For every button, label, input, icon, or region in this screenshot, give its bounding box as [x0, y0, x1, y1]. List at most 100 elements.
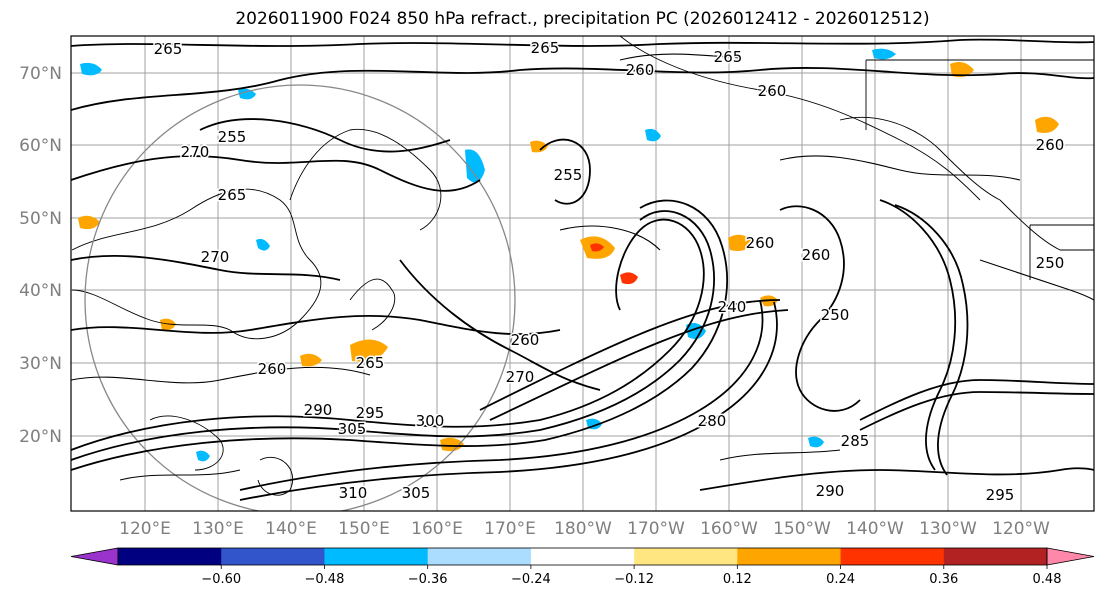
precip-patch [160, 318, 176, 331]
colorbar-tick-label: 0.48 [1033, 572, 1062, 587]
precip-patch [80, 62, 102, 76]
map-panel: 265 265 265 260 260 255 270 260 265 270 255 260 260 2… [19, 35, 1095, 539]
lat-label: 40°N [19, 281, 62, 301]
contour-line [779, 155, 1021, 181]
coastline [619, 36, 981, 201]
contour-labels: 265 265 265 260 260 255 270 260 265 270 255 260 260 2… [152, 38, 1066, 506]
coastline [257, 456, 294, 496]
colorbar-segment [324, 548, 429, 565]
contour-line [489, 309, 789, 421]
map-frame [70, 35, 1095, 512]
precip-patch [590, 243, 604, 252]
contour-label: 285 [841, 432, 870, 450]
contour-label: 265 [714, 48, 743, 66]
colorbar: −0.60 −0.48 −0.36 −0.24 −0.12 0.12 0.24 0.36 0.4… [70, 547, 1095, 587]
lon-label: 160°W [700, 519, 758, 539]
lat-label: 60°N [19, 136, 62, 156]
contour-label: 270 [506, 368, 535, 386]
contour-label: 295 [356, 404, 385, 422]
coastline [839, 116, 1001, 201]
contour-label: 255 [554, 166, 583, 184]
contour-line [559, 225, 661, 251]
contour-line [399, 259, 601, 391]
contour-line [71, 38, 1094, 47]
contour-label: 260 [626, 61, 655, 79]
contour-label: 290 [304, 401, 333, 419]
graticule [71, 36, 1094, 511]
contour-label: 255 [218, 128, 247, 146]
contour-label: 265 [218, 186, 247, 204]
lon-label: 120°E [119, 519, 171, 539]
colorbar-tick-label: −0.48 [305, 572, 345, 587]
precip-patch [808, 436, 824, 448]
coastlines [71, 36, 1094, 496]
lon-label: 140°W [846, 519, 904, 539]
coastline [1029, 224, 1094, 280]
precip-patch [950, 62, 974, 78]
precip-patch [645, 128, 661, 142]
contour-line [71, 366, 371, 384]
contour-line [199, 118, 451, 153]
contour-label: 260 [746, 234, 775, 252]
contour-line [719, 449, 841, 461]
contour-label: 305 [338, 420, 367, 438]
contour-label: 260 [258, 360, 287, 378]
contour-label: 280 [698, 412, 727, 430]
lon-label: 140°E [265, 519, 317, 539]
precip-patch [440, 437, 464, 452]
precip-patch [872, 48, 896, 60]
colorbar-segment [737, 548, 842, 565]
coastline [349, 278, 396, 331]
precip-patch [238, 88, 256, 100]
lon-label: 130°E [192, 519, 244, 539]
precip-patch [1035, 116, 1059, 133]
contour-line [71, 254, 341, 281]
contour-label: 250 [821, 306, 850, 324]
contour-line [239, 299, 764, 491]
contour-label: 295 [986, 486, 1015, 504]
colorbar-tick-label: 0.24 [826, 572, 855, 587]
contour-line [239, 301, 778, 501]
contour-line [71, 314, 561, 335]
lon-label: 130°W [919, 519, 977, 539]
colorbar-segment [118, 548, 222, 565]
precip-patch [300, 353, 322, 367]
colorbar-segment [427, 548, 532, 565]
contour-label: 270 [201, 248, 230, 266]
colorbar-segment [840, 548, 945, 565]
lon-label: 170°E [484, 519, 536, 539]
colorbar-tick-label: 0.12 [723, 572, 752, 587]
lat-label: 30°N [19, 354, 62, 374]
contour-line [699, 467, 1094, 491]
latitude-labels: 70°N 60°N 50°N 40°N 30°N 20°N [19, 64, 62, 447]
lon-label: 170°W [627, 519, 685, 539]
contour-label: 305 [402, 484, 431, 502]
coastline [149, 415, 224, 471]
contour-label: 240 [718, 298, 747, 316]
contour-label: 260 [758, 82, 787, 100]
precip-patch [350, 339, 388, 362]
colorbar-segment [221, 548, 325, 565]
colorbar-tick-label: −0.60 [201, 572, 241, 587]
contour-line [71, 210, 715, 461]
lat-label: 70°N [19, 64, 62, 84]
contour-line [479, 299, 781, 411]
contour-label: 270 [181, 143, 210, 161]
contour-line [859, 379, 1094, 421]
contour-label: 310 [339, 484, 368, 502]
lat-label: 20°N [19, 427, 62, 447]
lon-label: 160°E [411, 519, 463, 539]
colorbar-tick-label: −0.24 [511, 572, 551, 587]
precip-patch [620, 272, 638, 285]
colorbar-tick-label: −0.36 [408, 572, 448, 587]
contour-line [71, 67, 1094, 111]
contour-label: 265 [531, 39, 560, 57]
colorbar-extend-low [70, 547, 119, 566]
coastline [71, 188, 322, 340]
precip-patch [78, 215, 100, 230]
contour-label: 290 [816, 482, 845, 500]
lon-label: 120°W [992, 519, 1050, 539]
precipitation-shading [78, 48, 1059, 462]
colorbar-segment [634, 548, 738, 565]
